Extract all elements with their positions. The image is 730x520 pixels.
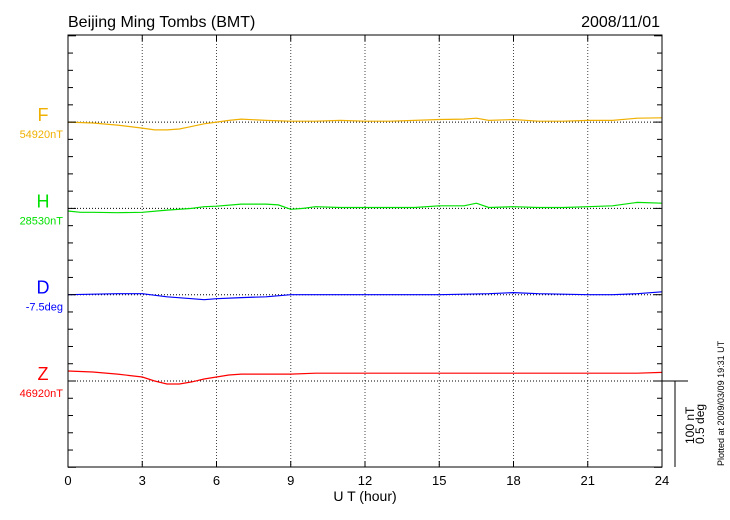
- traces: [67, 117, 663, 385]
- series-baseline-H: 28530nT: [20, 215, 64, 227]
- axes: 0 3 6 9 12 15 18 21 24: [64, 35, 669, 488]
- grid: [68, 35, 662, 467]
- scale-bar: 100 nT 0.5 deg: [662, 380, 707, 467]
- series-line-H: [67, 201, 663, 214]
- x-tick-label: 18: [506, 473, 520, 488]
- x-tick-label: 6: [213, 473, 220, 488]
- x-tick-label: 3: [139, 473, 146, 488]
- series-line-Z: [67, 370, 663, 385]
- chart-date: 2008/11/01: [581, 14, 660, 31]
- series-line-D: [67, 291, 663, 301]
- x-tick-label: 21: [581, 473, 595, 488]
- series-labels: F 54920nT H 28530nT D -7.5deg Z 46920nT: [20, 105, 64, 400]
- x-axis-label: U T (hour): [333, 488, 396, 504]
- x-tick-label: 24: [655, 473, 669, 488]
- x-tick-label: 9: [287, 473, 294, 488]
- plotted-at-footer: Plotted at 2009/03/09 19:31 UT: [716, 340, 726, 466]
- series-line-F: [67, 117, 663, 131]
- x-tick-label: 0: [64, 473, 71, 488]
- x-tick-label: 12: [358, 473, 372, 488]
- series-name-Z: Z: [38, 364, 49, 384]
- series-baseline-F: 54920nT: [20, 129, 64, 141]
- series-baseline-Z: 46920nT: [20, 388, 64, 400]
- series-name-H: H: [37, 191, 50, 211]
- series-name-F: F: [38, 105, 49, 125]
- scale-label-deg: 0.5 deg: [693, 404, 707, 444]
- series-name-D: D: [37, 278, 50, 298]
- chart-title: Beijing Ming Tombs (BMT): [68, 14, 255, 31]
- scale-label-nt: 100 nT: [683, 406, 697, 444]
- x-tick-label: 15: [432, 473, 446, 488]
- series-baseline-D: -7.5deg: [26, 302, 63, 314]
